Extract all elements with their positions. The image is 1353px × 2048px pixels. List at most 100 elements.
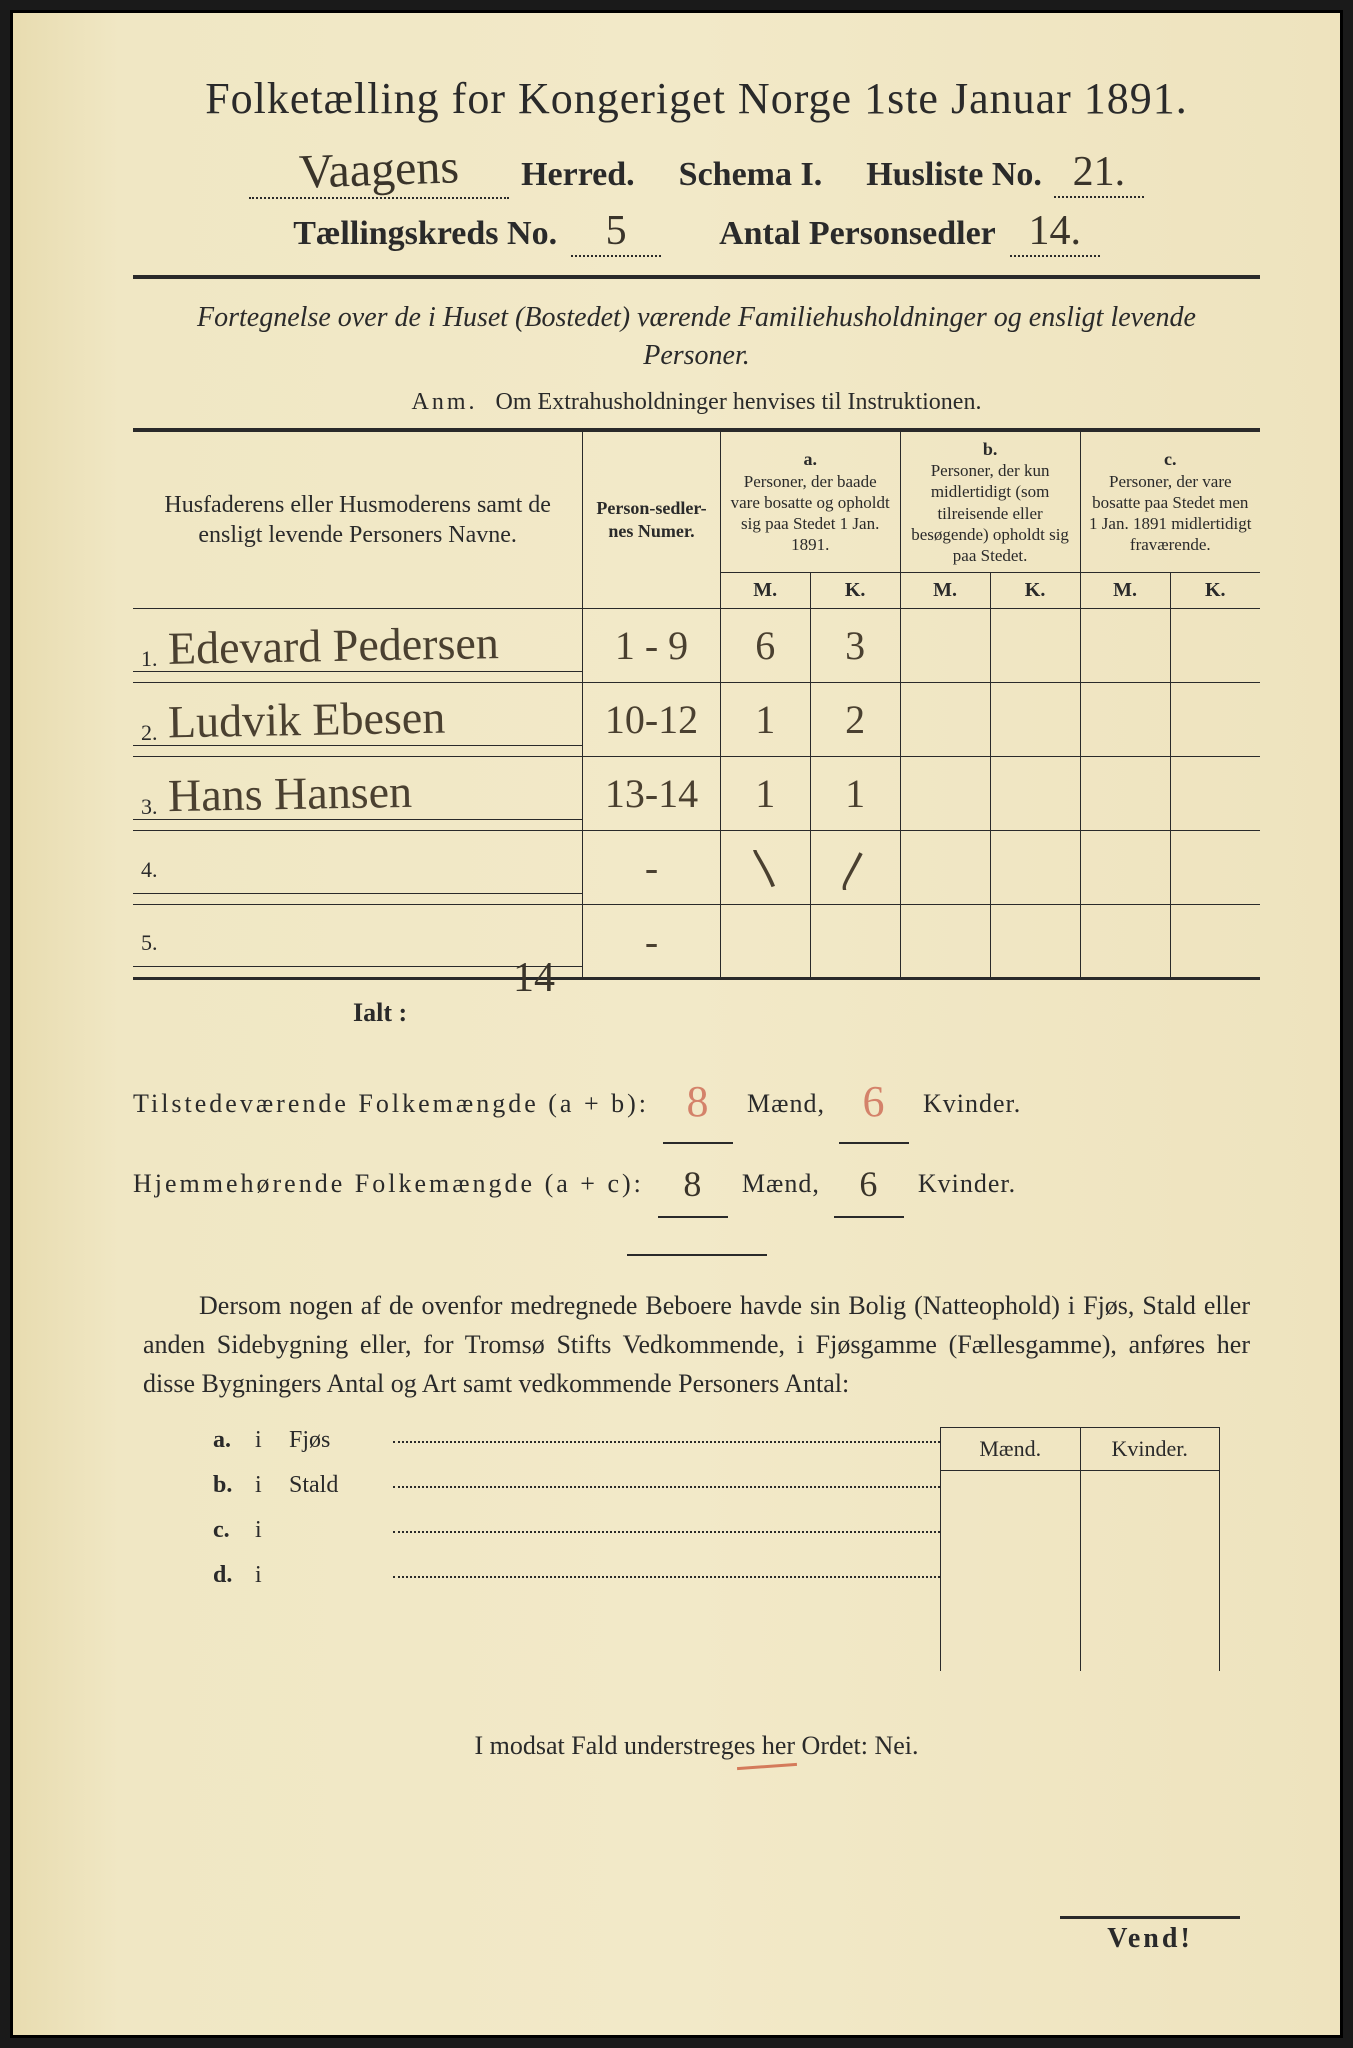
sum2-m: 8	[683, 1148, 702, 1220]
b-m-cell	[900, 905, 990, 979]
table-row: 5. -	[133, 905, 1260, 979]
c-k-cell	[1170, 905, 1260, 979]
numer-cell: -	[583, 905, 720, 979]
herred-label: Herred.	[521, 156, 635, 194]
schema-label: Schema I.	[679, 156, 823, 194]
anm-label: Anm.	[412, 389, 478, 415]
summary-line-1: Tilstedeværende Folkemængde (a + b): 8 M…	[133, 1054, 1260, 1144]
rule	[133, 275, 1260, 279]
buildings-list: a.iFjøs b.iStald c.i d.i	[213, 1427, 940, 1671]
col-c: c. Personer, der vare bosatte paa Stedet…	[1080, 430, 1260, 573]
summary-line-2: Hjemmehørende Folkemængde (a + c): 8 Mæn…	[133, 1144, 1260, 1218]
herred-handwritten: Vaagens	[292, 139, 466, 200]
mk-box: Mænd. Kvinder.	[940, 1427, 1220, 1671]
census-page: Folketælling for Kongeriget Norge 1ste J…	[10, 10, 1343, 2038]
instructions-paragraph: Dersom nogen af de ovenfor medregnede Be…	[143, 1286, 1250, 1403]
sum1-k: 6	[862, 1058, 885, 1146]
antal-label: Antal Personsedler	[719, 215, 996, 253]
husliste-handwritten: 21.	[1073, 148, 1126, 196]
a-k-cell: 〳	[810, 831, 900, 905]
c-m-cell	[1080, 905, 1170, 979]
c-m-cell	[1080, 831, 1170, 905]
numer-cell: 1 - 9	[583, 609, 720, 683]
col-b-m: M.	[900, 573, 990, 609]
page-title: Folketælling for Kongeriget Norge 1ste J…	[133, 73, 1260, 124]
name-cell: 4.	[133, 831, 583, 905]
antal-handwritten: 14.	[1029, 207, 1082, 255]
a-k-cell: 3	[810, 609, 900, 683]
summary-block: Tilstedeværende Folkemængde (a + b): 8 M…	[133, 1054, 1260, 1218]
herred-field: Vaagens	[249, 142, 509, 199]
subtitle: Fortegnelse over de i Huset (Bostedet) v…	[173, 299, 1220, 375]
col-c-k: K.	[1170, 573, 1260, 609]
c-k-cell	[1170, 609, 1260, 683]
c-m-cell	[1080, 757, 1170, 831]
kreds-field: 5	[571, 207, 661, 257]
building-item: a.iFjøs	[213, 1427, 940, 1454]
mk-maend: Mænd.	[941, 1428, 1081, 1471]
header-line-2: Tællingskreds No. 5 Antal Personsedler 1…	[133, 207, 1260, 257]
numer-cell: 10-12	[583, 683, 720, 757]
b-k-cell	[990, 831, 1080, 905]
b-k-cell	[990, 757, 1080, 831]
kreds-label: Tællingskreds No.	[293, 215, 557, 253]
table-row: 1. Edevard Pedersen1 - 963	[133, 609, 1260, 683]
col-b: b. Personer, der kun midlertidigt (som t…	[900, 430, 1080, 573]
table-row: 4. -〵〳	[133, 831, 1260, 905]
a-k-cell	[810, 905, 900, 979]
mk-kvinder: Kvinder.	[1081, 1428, 1220, 1471]
a-m-cell: 1	[720, 757, 810, 831]
b-m-cell	[900, 683, 990, 757]
b-k-cell	[990, 905, 1080, 979]
sum2-k: 6	[859, 1148, 878, 1220]
numer-cell: 13-14	[583, 757, 720, 831]
col-a: a. Personer, der baade vare bosatte og o…	[720, 430, 900, 573]
col-a-k: K.	[810, 573, 900, 609]
a-k-cell: 2	[810, 683, 900, 757]
red-underline	[736, 1763, 796, 1770]
husliste-label: Husliste No.	[866, 156, 1042, 194]
a-m-cell	[720, 905, 810, 979]
col-a-m: M.	[720, 573, 810, 609]
sum1-m: 8	[687, 1058, 710, 1146]
b-m-cell	[900, 831, 990, 905]
col-c-m: M.	[1080, 573, 1170, 609]
numer-cell: -	[583, 831, 720, 905]
a-k-cell: 1	[810, 757, 900, 831]
nei-line: I modsat Fald understreges her Ordet: Ne…	[133, 1731, 1260, 1761]
census-table: Husfaderens eller Husmoderens samt de en…	[133, 428, 1260, 981]
c-k-cell	[1170, 683, 1260, 757]
c-m-cell	[1080, 609, 1170, 683]
col-names: Husfaderens eller Husmoderens samt de en…	[133, 430, 583, 609]
husliste-field: 21.	[1054, 148, 1144, 198]
name-cell: 3. Hans Hansen	[133, 757, 583, 831]
mk-kvinder-col	[1081, 1471, 1220, 1671]
a-m-cell: 〵	[720, 831, 810, 905]
b-k-cell	[990, 683, 1080, 757]
table-row: 3. Hans Hansen13-1411	[133, 757, 1260, 831]
name-cell: 1. Edevard Pedersen	[133, 609, 583, 683]
name-cell: 2. Ludvik Ebesen	[133, 683, 583, 757]
c-k-cell	[1170, 831, 1260, 905]
anm-text: Om Extrahusholdninger henvises til Instr…	[496, 389, 982, 415]
header-line-1: Vaagens Herred. Schema I. Husliste No. 2…	[133, 142, 1260, 199]
col-b-k: K.	[990, 573, 1080, 609]
anm-line: Anm. Om Extrahusholdninger henvises til …	[133, 389, 1260, 416]
building-item: c.i	[213, 1517, 940, 1544]
b-k-cell	[990, 609, 1080, 683]
c-k-cell	[1170, 757, 1260, 831]
vend-label: Vend!	[1060, 1916, 1240, 1955]
building-item: b.iStald	[213, 1472, 940, 1499]
table-row: 2. Ludvik Ebesen10-1212	[133, 683, 1260, 757]
a-m-cell: 1	[720, 683, 810, 757]
building-item: d.i	[213, 1562, 940, 1589]
divider	[627, 1254, 767, 1256]
antal-field: 14.	[1010, 207, 1100, 257]
b-m-cell	[900, 609, 990, 683]
buildings-block: a.iFjøs b.iStald c.i d.i Mænd. Kvinder.	[213, 1427, 1220, 1671]
b-m-cell	[900, 757, 990, 831]
kreds-handwritten: 5	[606, 207, 627, 255]
mk-maend-col	[941, 1471, 1081, 1671]
col-numer: Person-sedler-nes Numer.	[583, 430, 720, 609]
ialt-row: Ialt : 14	[133, 998, 1260, 1028]
